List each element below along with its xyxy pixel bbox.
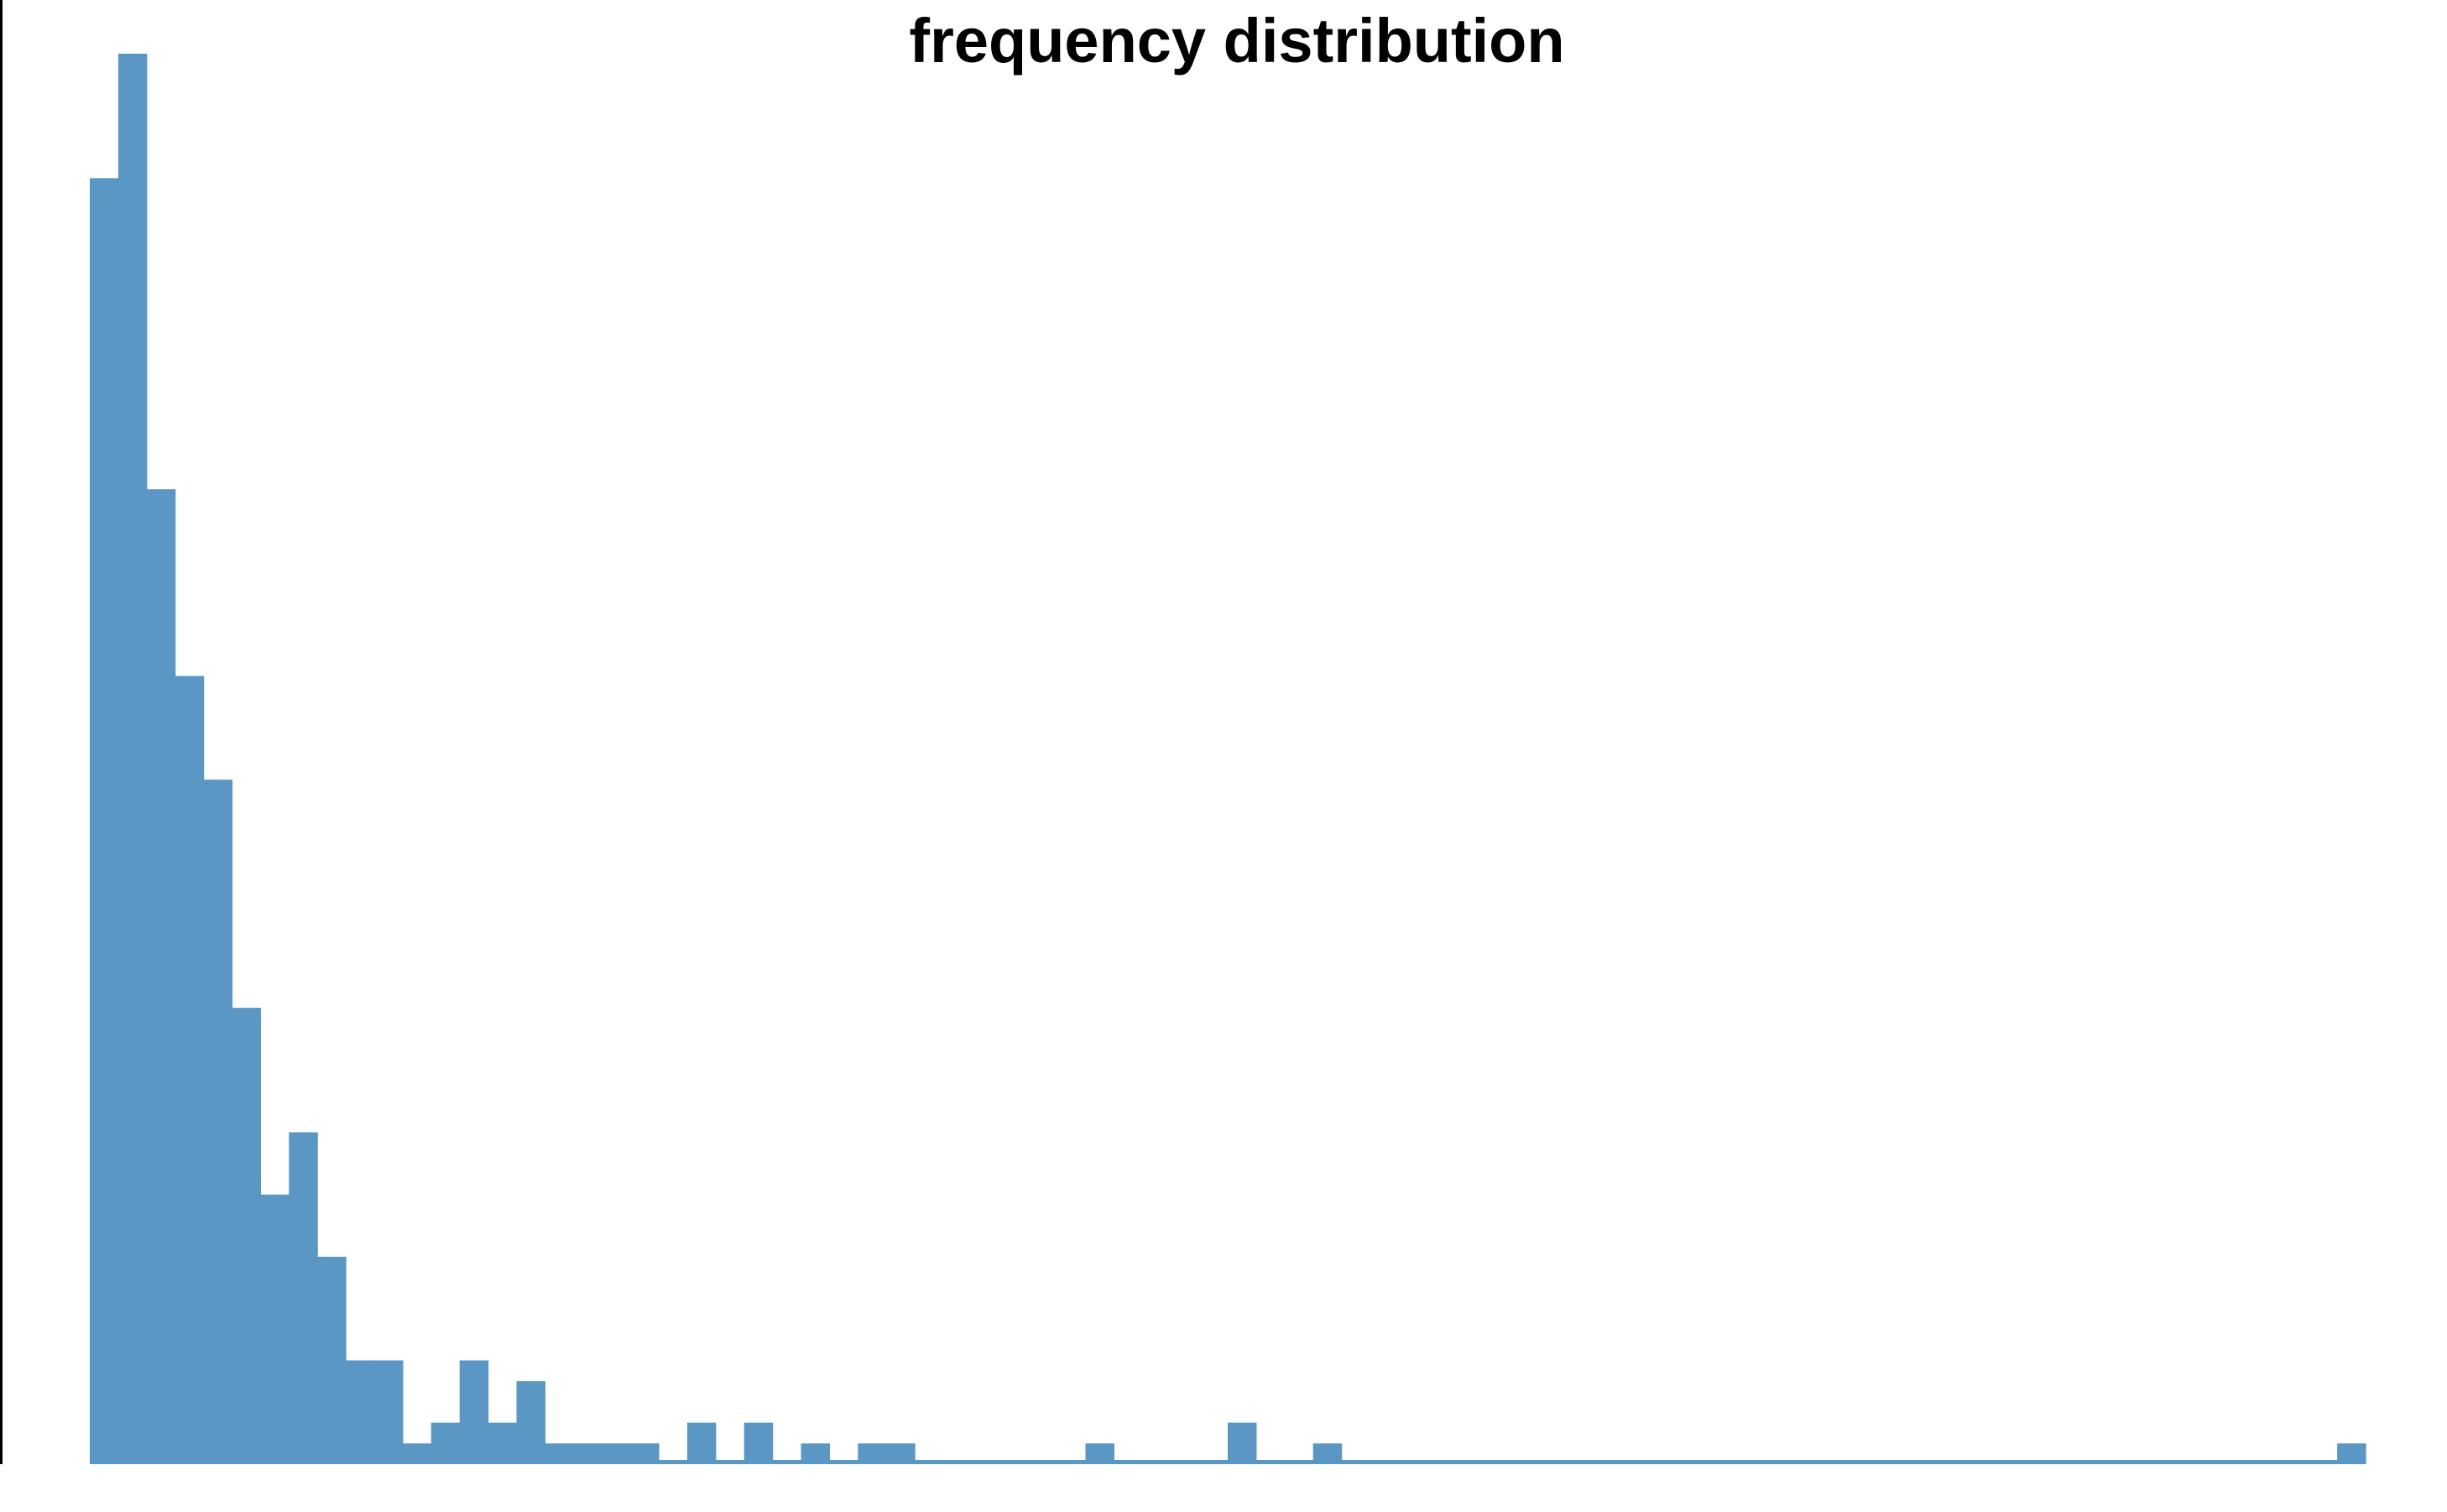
histogram-bar xyxy=(1853,1460,1883,1464)
histogram-bar xyxy=(2137,1460,2168,1464)
histogram-bar xyxy=(886,1443,916,1464)
histogram-bar xyxy=(1797,1460,1826,1464)
histogram-bar xyxy=(1996,1460,2025,1464)
histogram-bar xyxy=(943,1460,973,1464)
histogram-bar xyxy=(1967,1460,1996,1464)
histogram-bar xyxy=(2109,1460,2139,1464)
histogram-bar xyxy=(2280,1460,2309,1464)
histogram-bar xyxy=(203,779,233,1464)
histogram-bar xyxy=(1312,1443,1343,1464)
histogram-bar xyxy=(1114,1460,1143,1464)
histogram-bar xyxy=(402,1443,432,1464)
histogram-bar xyxy=(1910,1460,1940,1464)
histogram-bar xyxy=(1568,1460,1599,1464)
histogram-bar xyxy=(1625,1460,1656,1464)
histogram-bar xyxy=(1938,1460,1968,1464)
histogram-bar xyxy=(1455,1460,1484,1464)
histogram-bar xyxy=(829,1460,858,1464)
histogram-bar xyxy=(2166,1460,2196,1464)
histogram-bar xyxy=(374,1360,404,1464)
histogram-bar xyxy=(999,1460,1030,1464)
histogram-bar xyxy=(1881,1460,1912,1464)
histogram-bar xyxy=(2081,1460,2110,1464)
histogram-bar xyxy=(232,1008,261,1464)
histogram-bar xyxy=(1427,1460,1456,1464)
histogram-bar xyxy=(971,1460,1001,1464)
histogram-bar xyxy=(459,1360,489,1464)
histogram-bar xyxy=(772,1460,802,1464)
histogram-bar xyxy=(289,1132,318,1464)
histogram-bar xyxy=(545,1443,574,1464)
histogram-bar xyxy=(1484,1460,1513,1464)
histogram-bar xyxy=(2024,1460,2053,1464)
histogram-bar xyxy=(90,178,119,1464)
histogram-bar xyxy=(516,1381,545,1464)
histogram-bar xyxy=(573,1443,603,1464)
histogram-bar xyxy=(801,1443,830,1464)
histogram-bar xyxy=(2337,1443,2366,1464)
histogram-bar xyxy=(430,1422,461,1464)
histogram-bar xyxy=(2251,1460,2281,1464)
histogram-bar xyxy=(1142,1460,1171,1464)
histogram-bar xyxy=(346,1360,375,1464)
histogram-bar xyxy=(743,1422,774,1464)
histogram-bar xyxy=(1824,1460,1855,1464)
histogram-bar xyxy=(1284,1460,1314,1464)
histogram-bar xyxy=(117,54,148,1464)
histogram-bar xyxy=(1199,1460,1229,1464)
histogram-bar xyxy=(686,1422,717,1464)
histogram-bar xyxy=(1711,1460,1740,1464)
histogram-bar xyxy=(858,1443,887,1464)
chart-title: frequency distribution xyxy=(909,6,1564,76)
histogram-bar xyxy=(1683,1460,1712,1464)
histogram-bar xyxy=(1740,1460,1769,1464)
histogram-bar xyxy=(1171,1460,1200,1464)
histogram-bar xyxy=(1255,1460,1286,1464)
histogram-bar xyxy=(1597,1460,1627,1464)
histogram-bar xyxy=(146,489,176,1464)
histogram-bar xyxy=(260,1194,290,1464)
histogram-bar xyxy=(1512,1460,1542,1464)
histogram-bar xyxy=(715,1460,745,1464)
histogram-bar xyxy=(2053,1460,2082,1464)
histogram-bar xyxy=(1398,1460,1427,1464)
histogram-bar xyxy=(1341,1460,1371,1464)
histogram-bar xyxy=(175,675,205,1464)
histogram-bar xyxy=(602,1443,631,1464)
histogram-bar xyxy=(1028,1460,1058,1464)
histogram-bar xyxy=(659,1460,688,1464)
histogram-bar xyxy=(1654,1460,1683,1464)
histogram-bar xyxy=(2194,1460,2225,1464)
histogram-bars xyxy=(90,54,2366,1464)
histogram-bar xyxy=(2309,1460,2338,1464)
histogram-bar xyxy=(1228,1422,1257,1464)
histogram-bar xyxy=(1085,1443,1114,1464)
histogram-bar xyxy=(915,1460,944,1464)
histogram-bar xyxy=(1540,1460,1570,1464)
histogram-bar xyxy=(2223,1460,2252,1464)
histogram-bar xyxy=(1057,1460,1087,1464)
histogram-bar xyxy=(488,1422,518,1464)
histogram-bar xyxy=(1768,1460,1797,1464)
histogram-bar xyxy=(317,1256,347,1464)
histogram-bar xyxy=(630,1443,660,1464)
histogram-bar xyxy=(1370,1460,1399,1464)
